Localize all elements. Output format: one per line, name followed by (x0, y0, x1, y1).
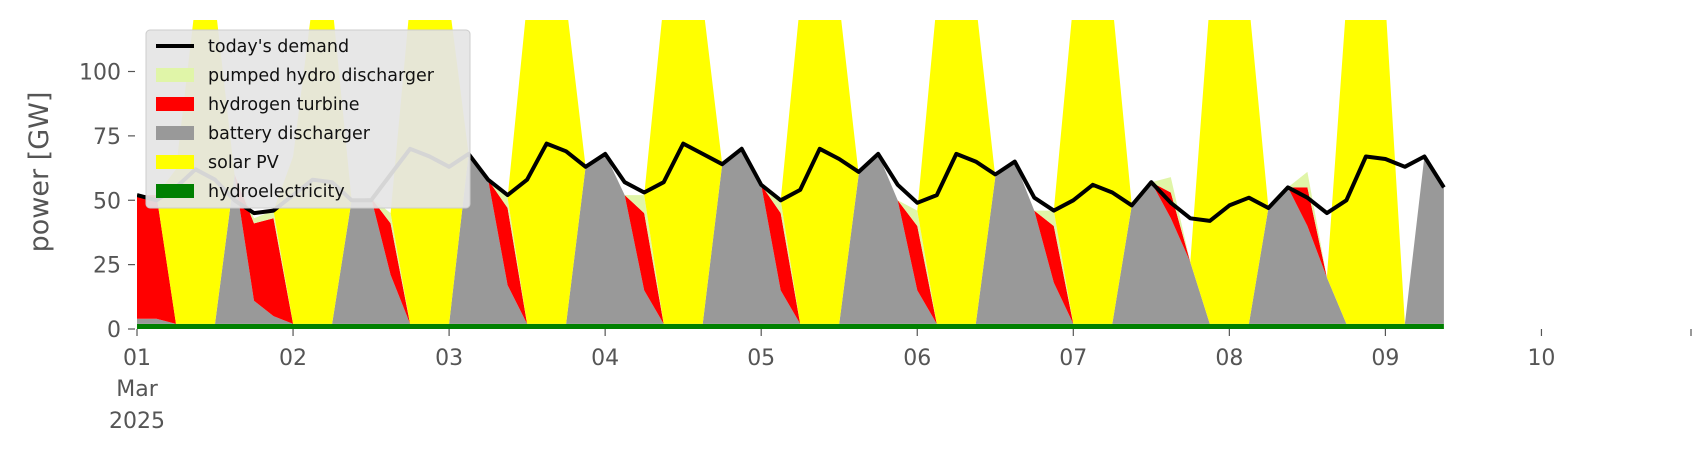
legend-label: pumped hydro discharger (208, 66, 435, 86)
y-tick-label: 75 (93, 125, 121, 150)
legend-label: hydroelectricity (208, 182, 345, 202)
legend-swatch (156, 184, 194, 198)
legend-label: battery discharger (208, 124, 371, 144)
legend-swatch (156, 155, 194, 169)
y-tick-label: 0 (107, 318, 121, 343)
x-tick-label: 02 (279, 346, 307, 371)
x-tick-label: 08 (1215, 346, 1243, 371)
area-battery-discharger (137, 148, 1444, 324)
legend: today's demand pumped hydro discharger hyd… (145, 29, 471, 209)
x-tick-label: 10 (1527, 346, 1555, 371)
x-tick-label: 07 (1059, 346, 1087, 371)
legend-label: solar PV (208, 153, 279, 173)
x-tick-label: 01 (123, 346, 151, 371)
legend-swatch (156, 68, 194, 82)
y-tick-label: 50 (93, 189, 121, 214)
legend-label: today's demand (208, 37, 349, 57)
x-tick-label: 06 (903, 346, 931, 371)
legend-swatch (156, 126, 194, 140)
y-axis-title: power [GW] (24, 92, 55, 253)
legend-label: hydrogen turbine (208, 95, 360, 115)
x-tick-label: 04 (591, 346, 619, 371)
legend-swatch (156, 97, 194, 111)
area-solar-PV (137, 20, 1444, 324)
stacked-areas (137, 20, 1444, 329)
y-tick-label: 25 (93, 254, 121, 279)
x-tick-label: 03 (435, 346, 463, 371)
x-tick-sublabel: Mar (116, 377, 158, 402)
area-hydroelectricity (137, 323, 1444, 329)
y-tick-label: 100 (79, 61, 121, 86)
x-tick-label: 05 (747, 346, 775, 371)
legend-box (145, 29, 471, 209)
x-tick-label: 09 (1371, 346, 1399, 371)
x-tick-sublabel: 2025 (109, 409, 165, 434)
area-hydrogen-turbine (137, 148, 1444, 324)
